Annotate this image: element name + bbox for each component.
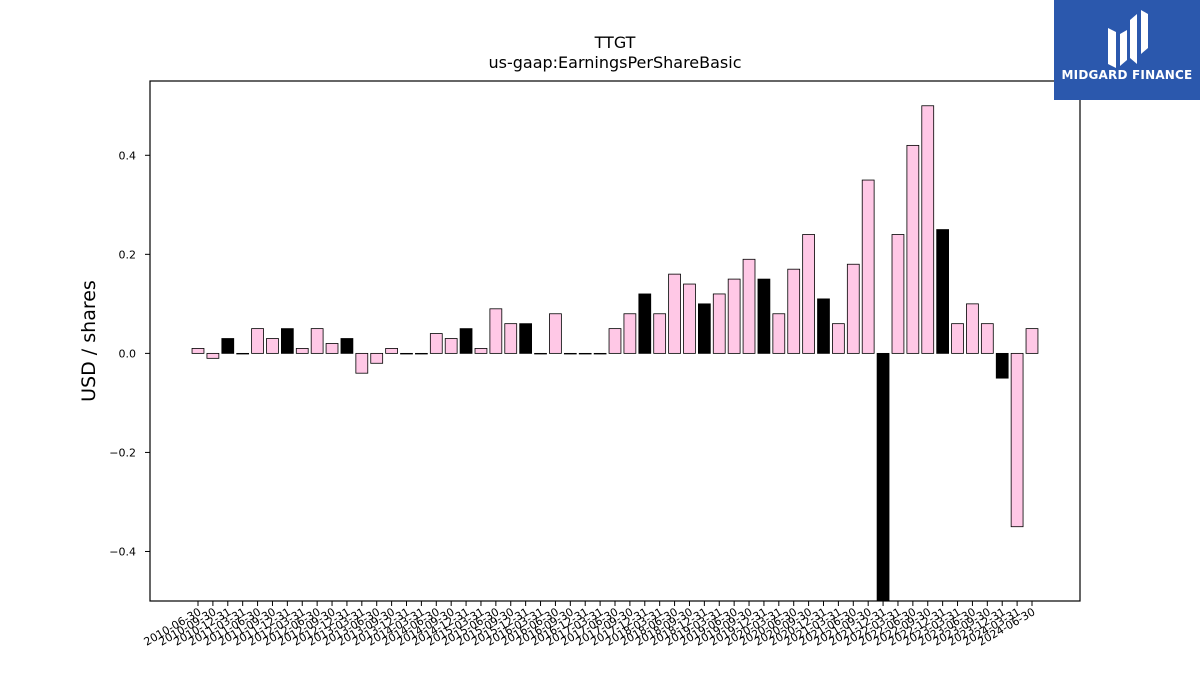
- bar-2012-06-30: [310, 328, 324, 354]
- bar-2015-03-31: [474, 348, 488, 354]
- bar-2010-12-31: [221, 338, 235, 354]
- bar-2016-03-31: [534, 352, 547, 355]
- bar-2014-06-30: [429, 333, 443, 354]
- bar-2023-12-31: [995, 352, 1009, 379]
- bar-2016-09-30: [563, 352, 577, 355]
- bar-2017-06-30: [608, 328, 622, 354]
- bar-2016-06-30: [549, 313, 562, 354]
- bar-2020-09-30: [802, 234, 815, 354]
- bar-2019-06-30: [727, 278, 741, 354]
- bar-2015-06-30: [489, 308, 503, 354]
- y-axis-label: USD / shares: [78, 280, 100, 402]
- midgard-logo-icon: [1108, 10, 1148, 68]
- bar-2010-09-30: [206, 352, 220, 359]
- bar-2020-06-30: [787, 268, 801, 354]
- bar-2017-12-31: [638, 293, 652, 354]
- bar-2024-03-31: [1010, 352, 1024, 528]
- bar-2013-06-30: [370, 352, 384, 364]
- bar-2014-03-31: [415, 352, 428, 355]
- y-tick-label: −0.4: [109, 545, 136, 558]
- bar-2015-09-30: [504, 323, 518, 354]
- bar-2018-03-31: [653, 313, 667, 354]
- bar-2021-12-31: [876, 352, 890, 602]
- bar-2018-06-30: [668, 273, 681, 354]
- bar-2022-06-30: [906, 144, 920, 354]
- bar-2019-09-30: [742, 258, 756, 354]
- bar-2011-03-31: [236, 352, 250, 355]
- bar-2023-09-30: [980, 323, 994, 354]
- bar-2013-03-31: [355, 352, 369, 374]
- bar-2021-09-30: [861, 179, 875, 354]
- plot-frame: [149, 80, 1081, 602]
- bar-2023-03-31: [951, 323, 964, 354]
- y-tick-label: −0.2: [109, 446, 136, 459]
- bar-2014-09-30: [444, 338, 458, 354]
- y-tick-label: 0.4: [119, 149, 137, 162]
- bar-2021-03-31: [832, 323, 845, 354]
- bar-2022-12-31: [936, 229, 950, 354]
- bar-2012-09-30: [325, 343, 339, 354]
- bar-2012-12-31: [340, 338, 354, 354]
- logo-text: MIDGARD FINANCE: [1061, 68, 1193, 82]
- bar-2019-12-31: [757, 278, 771, 354]
- midgard-finance-logo: MIDGARD FINANCE: [1054, 0, 1200, 100]
- bar-2018-09-30: [683, 283, 696, 354]
- bar-2010-06-30: [191, 348, 205, 354]
- bar-2024-06-30: [1025, 328, 1039, 354]
- bar-2011-06-30: [251, 328, 264, 354]
- bar-2020-03-31: [772, 313, 786, 354]
- bar-2013-12-31: [400, 352, 413, 355]
- bar-2021-06-30: [846, 263, 860, 354]
- bar-2022-03-31: [891, 234, 905, 354]
- bar-2011-12-31: [280, 328, 294, 354]
- bar-2019-03-31: [712, 293, 726, 354]
- bar-2016-12-31: [578, 352, 592, 355]
- chart-subtitle: us-gaap:EarningsPerShareBasic: [488, 53, 741, 72]
- y-tick-label: 0.0: [119, 347, 137, 360]
- bar-2011-09-30: [266, 338, 279, 354]
- bar-2017-09-30: [623, 313, 637, 354]
- y-tick-label: 0.2: [119, 248, 137, 261]
- bar-2013-09-30: [385, 348, 398, 354]
- chart-title: TTGT: [594, 33, 636, 52]
- bar-2012-03-31: [295, 348, 309, 354]
- bar-2022-09-30: [921, 105, 935, 354]
- bar-2015-12-31: [519, 323, 533, 354]
- bar-2018-12-31: [698, 303, 711, 354]
- bar-2017-03-31: [593, 352, 607, 355]
- bar-2020-12-31: [817, 298, 830, 354]
- bar-2014-12-31: [459, 328, 473, 354]
- bar-2023-06-30: [966, 303, 979, 354]
